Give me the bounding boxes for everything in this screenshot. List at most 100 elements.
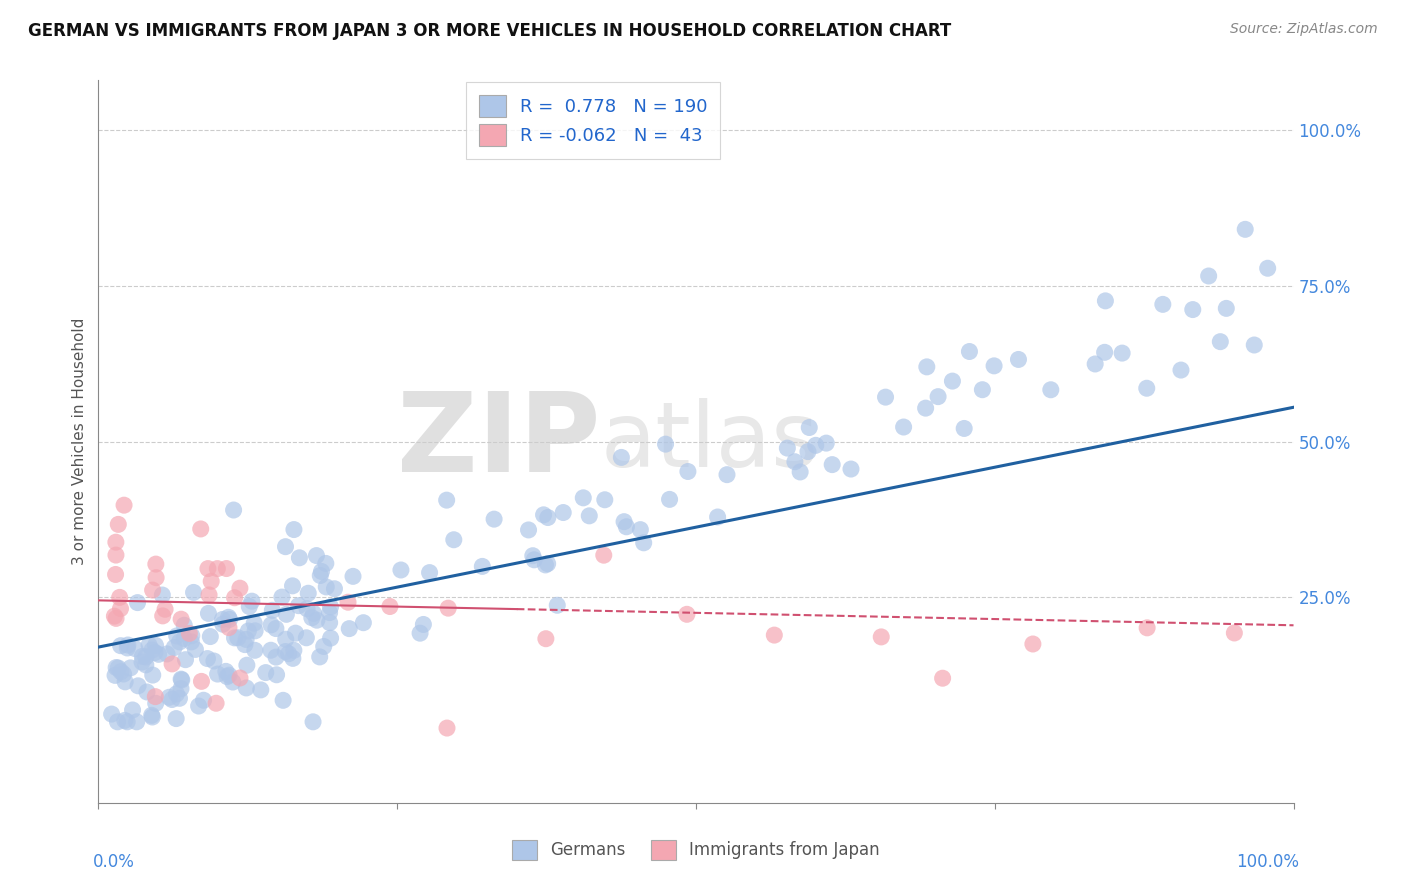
Point — [207, 561, 229, 575]
Point — [553, 506, 575, 520]
Point — [207, 667, 229, 681]
Text: 100.0%: 100.0% — [1236, 854, 1299, 871]
Point — [537, 557, 560, 571]
Point — [218, 621, 240, 635]
Point — [1170, 363, 1192, 377]
Point — [342, 569, 364, 583]
Point — [105, 611, 128, 625]
Point — [180, 635, 202, 649]
Point — [100, 707, 122, 722]
Point — [578, 508, 600, 523]
Point — [284, 626, 307, 640]
Point — [226, 631, 249, 645]
Point — [127, 679, 149, 693]
Point — [522, 549, 544, 563]
Point — [145, 571, 167, 585]
Point — [200, 574, 222, 589]
Point — [156, 647, 179, 661]
Point — [319, 599, 342, 614]
Point — [893, 420, 915, 434]
Point — [1007, 352, 1029, 367]
Point — [222, 675, 245, 690]
Point — [184, 642, 207, 657]
Point — [121, 703, 143, 717]
Point — [166, 629, 188, 643]
Point — [218, 612, 240, 626]
Point — [222, 503, 245, 517]
Point — [249, 682, 271, 697]
Point — [914, 401, 936, 416]
Point — [104, 567, 127, 582]
Point — [337, 595, 360, 609]
Point — [378, 599, 401, 614]
Point — [352, 615, 374, 630]
Point — [572, 491, 595, 505]
Point — [799, 420, 821, 434]
Point — [941, 374, 963, 388]
Point — [676, 607, 699, 622]
Point — [301, 611, 323, 625]
Point — [218, 668, 240, 682]
Point — [243, 616, 266, 631]
Point — [1094, 293, 1116, 308]
Point — [150, 588, 173, 602]
Point — [145, 638, 167, 652]
Point — [616, 520, 638, 534]
Point — [180, 629, 202, 643]
Point — [436, 493, 458, 508]
Point — [318, 606, 340, 620]
Point — [983, 359, 1005, 373]
Point — [271, 693, 294, 707]
Point — [337, 622, 360, 636]
Point — [533, 508, 555, 522]
Point — [305, 613, 328, 627]
Point — [915, 359, 938, 374]
Point — [145, 696, 167, 710]
Point — [115, 714, 138, 729]
Point — [297, 586, 319, 600]
Point — [315, 557, 337, 571]
Text: 0.0%: 0.0% — [93, 854, 135, 871]
Point — [1198, 268, 1220, 283]
Point — [776, 441, 799, 455]
Point — [271, 590, 294, 604]
Point — [153, 602, 176, 616]
Point — [127, 596, 149, 610]
Point — [1215, 301, 1237, 316]
Point — [160, 657, 183, 671]
Point — [200, 630, 222, 644]
Point — [254, 665, 277, 680]
Point — [534, 558, 557, 572]
Point — [202, 654, 225, 668]
Point — [170, 681, 193, 696]
Point — [114, 674, 136, 689]
Point — [1111, 346, 1133, 360]
Point — [959, 344, 981, 359]
Point — [716, 467, 738, 482]
Point — [319, 631, 342, 645]
Point — [240, 594, 263, 608]
Point — [198, 588, 221, 602]
Point — [654, 437, 676, 451]
Text: ZIP: ZIP — [396, 388, 600, 495]
Point — [143, 690, 166, 704]
Point — [124, 641, 146, 656]
Point — [312, 640, 335, 654]
Point — [287, 599, 309, 613]
Point — [281, 579, 304, 593]
Point — [419, 566, 441, 580]
Point — [302, 714, 325, 729]
Text: Source: ZipAtlas.com: Source: ZipAtlas.com — [1230, 22, 1378, 37]
Point — [658, 492, 681, 507]
Point — [309, 568, 332, 582]
Point — [110, 665, 132, 679]
Point — [110, 639, 132, 653]
Point — [412, 617, 434, 632]
Point — [217, 610, 239, 624]
Point — [931, 671, 953, 685]
Point — [534, 632, 557, 646]
Point — [235, 632, 257, 647]
Point — [160, 692, 183, 706]
Point — [229, 671, 252, 685]
Point — [157, 690, 180, 705]
